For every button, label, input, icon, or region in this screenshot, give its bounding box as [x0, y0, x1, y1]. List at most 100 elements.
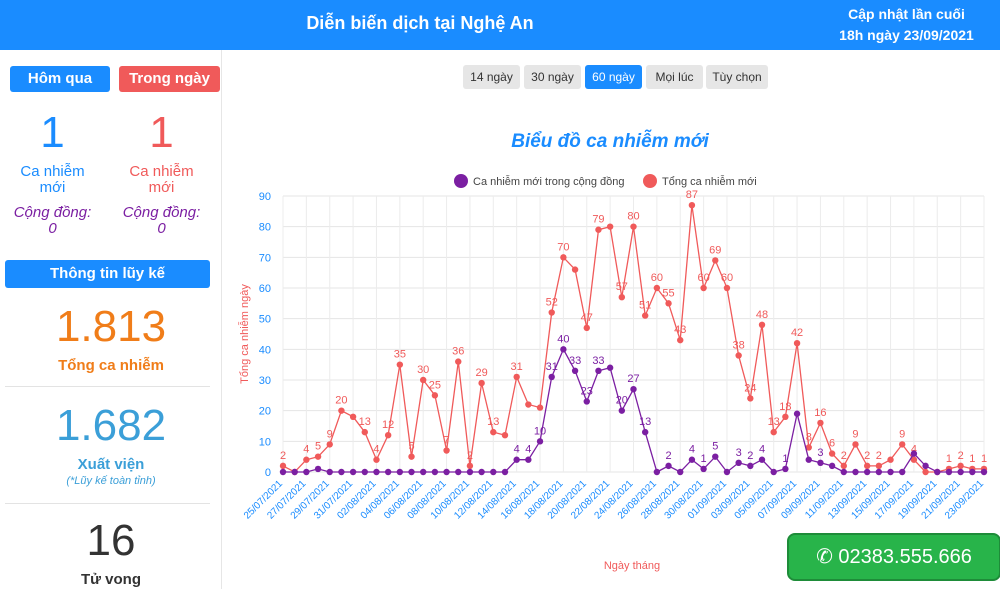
data-point [817, 419, 824, 427]
data-point [420, 468, 427, 476]
last-update-time: 18h ngày 23/09/2021 [839, 27, 974, 43]
data-point [887, 456, 894, 463]
data-point [513, 373, 520, 381]
data-point [303, 456, 310, 463]
y-tick-label: 60 [259, 283, 271, 295]
range-button-30-days[interactable]: 30 ngày [524, 65, 581, 89]
data-label: 40 [557, 333, 569, 345]
data-label: 4 [373, 444, 379, 456]
data-point [910, 456, 918, 463]
data-label: 47 [581, 312, 593, 324]
yesterday-community-label: Cộng đồng: [13, 204, 92, 221]
data-point [455, 358, 462, 365]
data-label: 51 [639, 300, 651, 312]
data-label: 2 [876, 450, 882, 462]
data-point [980, 468, 988, 476]
data-label: 2 [747, 450, 753, 462]
tab-today[interactable]: Trong ngày [119, 66, 220, 92]
data-point [408, 468, 415, 476]
data-point [560, 254, 567, 261]
yesterday-community-value: 0 [48, 220, 57, 237]
today-new-cases-count: 1 [149, 108, 174, 157]
data-point [828, 450, 836, 457]
cumulative-info-header: Thông tin lũy kế [5, 260, 210, 288]
data-point [314, 453, 322, 460]
data-label: 31 [511, 361, 523, 373]
data-point [501, 468, 509, 476]
data-point [548, 373, 555, 381]
last-update-label: Cập nhật lần cuối [848, 6, 965, 22]
hotline-button[interactable]: ✆ 02383.555.666 [787, 533, 1000, 581]
data-point [349, 468, 357, 476]
data-point [420, 376, 427, 384]
phone-icon: ✆ [816, 546, 833, 568]
data-point [770, 468, 777, 476]
legend-marker [643, 174, 657, 188]
data-label: 23 [581, 385, 593, 397]
today-community-label: Cộng đồng: [122, 204, 201, 221]
data-label: 5 [408, 441, 414, 453]
data-point [630, 223, 637, 230]
data-label: 48 [756, 309, 768, 321]
data-label: 52 [546, 297, 558, 309]
deaths-value: 16 [86, 516, 136, 565]
data-label: 31 [546, 361, 558, 373]
data-point [431, 392, 439, 399]
data-label: 2 [864, 450, 870, 462]
data-point [653, 468, 661, 476]
data-label: 38 [733, 339, 745, 351]
data-label: 30 [417, 364, 429, 376]
total-cases-label: Tổng ca nhiễm [58, 357, 164, 374]
range-button-14-days[interactable]: 14 ngày [463, 65, 520, 89]
data-label: 60 [721, 272, 733, 284]
data-point [513, 456, 520, 463]
data-point [922, 468, 929, 476]
tab-yesterday[interactable]: Hôm qua [10, 66, 110, 92]
data-point [303, 468, 310, 476]
data-label: 1 [946, 453, 952, 465]
data-point [338, 407, 345, 414]
data-label: 9 [899, 428, 905, 440]
data-point [571, 367, 579, 374]
range-button-custom[interactable]: Tùy chọn [706, 65, 768, 89]
data-label: 3 [817, 447, 823, 459]
data-point [490, 468, 497, 476]
data-point [828, 462, 836, 470]
data-point [688, 456, 696, 463]
data-point [700, 465, 707, 473]
y-tick-label: 70 [259, 252, 271, 264]
data-point [618, 294, 626, 301]
data-point [443, 447, 450, 454]
data-point [536, 404, 544, 411]
y-tick-label: 90 [259, 191, 271, 203]
data-label: 33 [569, 355, 581, 367]
data-label: 2 [467, 450, 473, 462]
data-label: 20 [335, 395, 347, 407]
today-label-line2: mới [148, 179, 175, 196]
data-label: 9 [327, 428, 333, 440]
data-label: 36 [452, 346, 464, 358]
data-point [688, 202, 696, 209]
data-label: 13 [639, 416, 651, 428]
data-point [770, 428, 777, 436]
data-point [606, 223, 614, 230]
hotline-number: 02383.555.666 [838, 546, 972, 568]
range-button-60-days[interactable]: 60 ngày [585, 65, 642, 89]
data-point [536, 438, 544, 445]
y-tick-label: 0 [265, 467, 271, 479]
data-label: 1 [701, 453, 707, 465]
data-point [747, 462, 754, 470]
data-point [852, 468, 859, 476]
recovered-note: (*Lũy kế toàn tỉnh) [66, 475, 156, 487]
data-point [793, 340, 801, 347]
data-point [431, 468, 439, 476]
data-point [840, 468, 847, 476]
data-point [735, 459, 742, 466]
data-point [618, 407, 626, 414]
data-label: 25 [429, 379, 441, 391]
range-button-all-time[interactable]: Mọi lúc [646, 65, 703, 89]
data-point [712, 453, 719, 460]
data-label: 60 [651, 272, 663, 284]
data-point [396, 361, 404, 368]
data-point [466, 462, 474, 470]
